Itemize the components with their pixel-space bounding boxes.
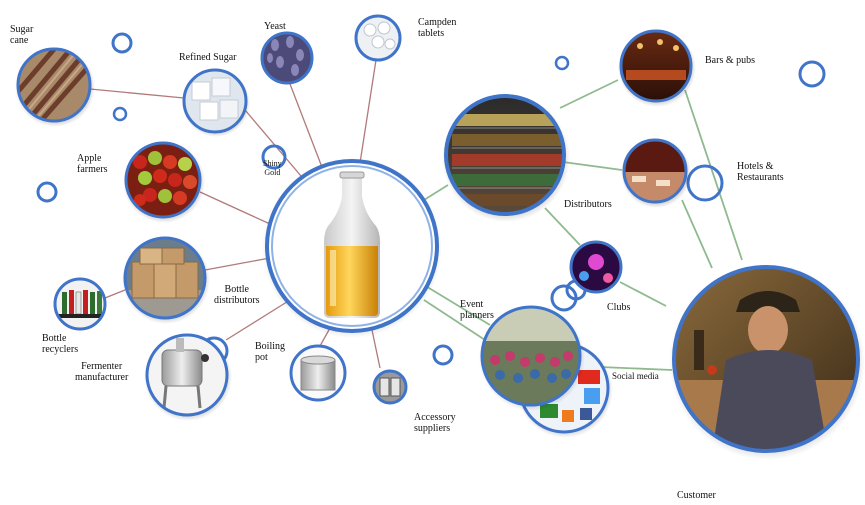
campden-tablets-label: Campden tablets [418,17,457,39]
event-planners-node [479,305,585,411]
refined-sugar-label: Refined Sugar [179,52,237,63]
apple-farmers-node [123,141,205,223]
distributors-label: Distributors [564,199,612,210]
hotels-restaurants-label: Hotels & Restaurants [737,161,784,183]
bars-pubs-node [618,29,696,107]
clubs-node [569,240,623,294]
yeast-node [260,31,314,85]
clubs-label: Clubs [607,302,631,313]
bars-pubs-label: Bars & pubs [705,55,755,66]
sugar-cane-node [15,47,95,127]
bottle-distributors-node [122,236,210,324]
social-media-label: Social media [612,371,659,381]
customer-label: Customer [677,490,716,501]
yeast-label: Yeast [264,21,286,32]
distributors-node [442,94,570,222]
campden-tablets-node [354,14,402,62]
accessory-suppliers-label: Accessory suppliers [414,412,456,434]
fermenter-node [144,333,232,421]
fermenter-manufacturer-label: Fermenter manufacturer [75,361,129,383]
apple-farmers-label: Apple farmers [77,153,108,175]
boiling-pot-label: Boiling pot [255,341,286,363]
shiny-gold-label: Shiny Gold [263,159,282,177]
refined-sugar-node [182,68,250,137]
event-planners-label: Event planners [460,299,494,321]
hotels-restaurants-node [621,138,691,208]
bottle-recyclers-node [53,277,107,331]
bottle-recyclers-label: Bottle recyclers [42,333,79,355]
customer-node [669,264,865,460]
sugar-cane-label: Sugar cane [10,24,34,46]
bottle-distributors-label: Bottle distributors [214,284,260,306]
connector-lines [89,59,743,371]
central-bottle-node [262,158,442,338]
accessory-suppliers-node [372,369,408,405]
boiling-pot-node [289,344,347,402]
